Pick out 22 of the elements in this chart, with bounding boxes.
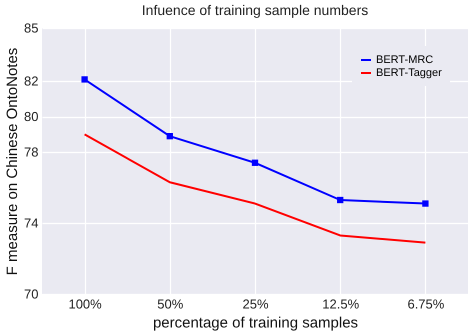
x-tick-label: 50% <box>157 296 184 312</box>
point <box>81 76 88 83</box>
point <box>252 160 258 166</box>
legend-label: BERT-Tagger <box>376 67 442 79</box>
y-tick-label: 82 <box>24 74 38 89</box>
legend-label: BERT-MRC <box>376 54 434 66</box>
y-tick-label: 70 <box>24 286 38 302</box>
point <box>422 200 429 207</box>
x-tick-label: 100% <box>68 296 102 312</box>
y-tick-label: 78 <box>24 144 38 160</box>
chart-title: Infuence of training sample numbers <box>142 2 368 18</box>
y-tick-label: 85 <box>24 20 38 36</box>
point <box>166 133 173 140</box>
point <box>337 196 344 204</box>
y-tick-label: 80 <box>24 109 38 124</box>
y-tick-label: 74 <box>24 216 38 231</box>
x-tick-label: 25% <box>242 296 269 312</box>
x-tick-label: 6.75% <box>407 296 445 312</box>
line-series <box>84 133 426 244</box>
x-tick-label: 12.5% <box>322 296 360 312</box>
y-axis-title: F measure on Chinese OntoNotes <box>4 48 22 276</box>
x-axis-title: percentage of training samples <box>152 314 358 332</box>
